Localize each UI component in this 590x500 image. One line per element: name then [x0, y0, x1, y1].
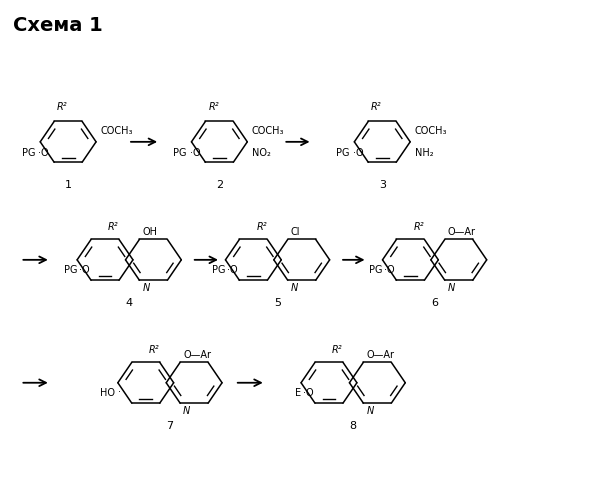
Text: R²: R²: [332, 345, 343, 355]
Text: O—Ar: O—Ar: [448, 227, 476, 237]
Text: COCH₃: COCH₃: [415, 126, 447, 136]
Text: ·O: ·O: [190, 148, 201, 158]
Text: ·O: ·O: [227, 264, 238, 274]
Text: PG: PG: [64, 264, 77, 274]
Text: PG: PG: [22, 148, 35, 158]
Text: N: N: [291, 282, 298, 292]
Text: PG: PG: [369, 264, 382, 274]
Text: O—Ar: O—Ar: [366, 350, 394, 360]
Text: 1: 1: [65, 180, 71, 190]
Text: COCH₃: COCH₃: [101, 126, 133, 136]
Text: ·: ·: [118, 388, 121, 398]
Text: O—Ar: O—Ar: [183, 350, 211, 360]
Text: N: N: [448, 282, 455, 292]
Text: ·O: ·O: [384, 264, 395, 274]
Text: R²: R²: [57, 102, 68, 113]
Text: N: N: [183, 406, 191, 415]
Text: COCH₃: COCH₃: [252, 126, 284, 136]
Text: R²: R²: [256, 222, 267, 232]
Text: 7: 7: [166, 421, 173, 431]
Text: 8: 8: [350, 421, 357, 431]
Text: PG: PG: [173, 148, 187, 158]
Text: R²: R²: [108, 222, 119, 232]
Text: Схема 1: Схема 1: [13, 16, 103, 36]
Text: 3: 3: [379, 180, 386, 190]
Text: E: E: [295, 388, 301, 398]
Text: 2: 2: [216, 180, 223, 190]
Text: ·O: ·O: [303, 388, 313, 398]
Text: R²: R²: [208, 102, 219, 113]
Text: R²: R²: [149, 345, 159, 355]
Text: NO₂: NO₂: [252, 148, 271, 158]
Text: HO: HO: [100, 388, 115, 398]
Text: R²: R²: [371, 102, 382, 113]
Text: NH₂: NH₂: [415, 148, 434, 158]
Text: 4: 4: [126, 298, 133, 308]
Text: R²: R²: [414, 222, 424, 232]
Text: ·O: ·O: [353, 148, 363, 158]
Text: 6: 6: [431, 298, 438, 308]
Text: PG: PG: [212, 264, 225, 274]
Text: 5: 5: [274, 298, 281, 308]
Text: Cl: Cl: [291, 227, 300, 237]
Text: PG: PG: [336, 148, 350, 158]
Text: ·O: ·O: [79, 264, 90, 274]
Text: ·O: ·O: [38, 148, 49, 158]
Text: OH: OH: [142, 227, 158, 237]
Text: N: N: [142, 282, 150, 292]
Text: N: N: [366, 406, 373, 415]
